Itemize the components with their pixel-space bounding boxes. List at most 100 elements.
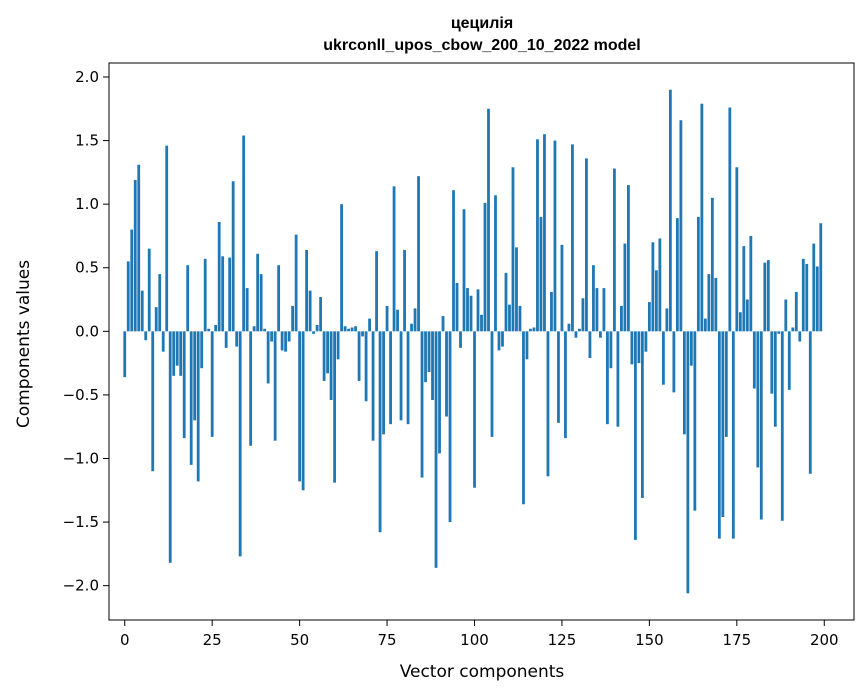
bar-144 — [627, 185, 630, 332]
bar-5 — [140, 290, 144, 332]
bar-79 — [399, 331, 403, 421]
bar-191 — [791, 327, 795, 332]
bar-196 — [808, 331, 812, 474]
bar-3 — [133, 180, 137, 332]
bar-52 — [305, 249, 309, 332]
plot-frame — [108, 62, 855, 621]
bar-199 — [819, 223, 823, 332]
bar-121 — [546, 331, 550, 477]
y-tick-label--0.5: −0.5 — [63, 386, 99, 404]
y-tick-label--1.5: −1.5 — [63, 513, 99, 531]
x-tick-label-200: 200 — [810, 631, 839, 649]
bar-127 — [567, 323, 571, 332]
bar-161 — [686, 331, 690, 594]
bar-25 — [210, 331, 214, 437]
bar-14 — [172, 331, 176, 376]
bar-130 — [578, 328, 581, 332]
bar-108 — [501, 331, 504, 347]
bar-71 — [371, 331, 375, 441]
bar-75 — [385, 305, 389, 332]
bar-123 — [553, 140, 557, 332]
bar-27 — [217, 221, 221, 332]
bar-38 — [256, 253, 260, 332]
bar-76 — [389, 331, 392, 425]
bar-33 — [238, 331, 242, 557]
bar-181 — [756, 331, 760, 468]
bar-31 — [231, 181, 235, 332]
bar-11 — [161, 331, 165, 352]
bar-59 — [329, 331, 333, 400]
bar-132 — [585, 158, 588, 332]
y-tick-label-1.5: 1.5 — [75, 132, 99, 150]
x-tick-label-100: 100 — [460, 631, 489, 649]
bar-68 — [361, 331, 364, 337]
bar-1 — [126, 261, 130, 332]
x-tick-label-0: 0 — [120, 631, 130, 649]
bar-97 — [462, 209, 466, 332]
bar-160 — [682, 331, 686, 435]
bar-150 — [647, 302, 651, 332]
bar-155 — [665, 308, 669, 332]
x-tick-label-125: 125 — [548, 631, 577, 649]
bar-193 — [798, 331, 802, 342]
bar-105 — [490, 331, 494, 437]
bar-176 — [738, 312, 742, 332]
bar-146 — [634, 331, 637, 540]
bar-115 — [525, 331, 529, 360]
bar-182 — [759, 331, 763, 520]
bar-54 — [312, 331, 316, 334]
bar-0 — [123, 331, 127, 378]
x-ticks-group: 0 25 50 75 100 125 150 175 200 — [120, 620, 839, 649]
bar-45 — [280, 331, 284, 351]
bar-173 — [728, 107, 732, 332]
bar-87 — [427, 331, 431, 373]
bar-51 — [301, 331, 305, 491]
bar-35 — [245, 288, 249, 332]
bar-126 — [564, 331, 567, 439]
bar-171 — [721, 331, 725, 517]
bar-174 — [731, 331, 735, 539]
bar-84 — [417, 176, 420, 332]
bar-20 — [193, 331, 197, 421]
bar-95 — [455, 283, 459, 332]
bar-118 — [536, 139, 539, 332]
bar-122 — [550, 291, 553, 332]
y-tick-label--2: −2.0 — [63, 577, 99, 595]
bar-168 — [710, 197, 714, 332]
bar-24 — [207, 328, 211, 332]
bar-194 — [801, 258, 805, 332]
bar-166 — [703, 318, 707, 332]
bar-99 — [469, 295, 473, 332]
bar-117 — [532, 327, 536, 332]
bar-114 — [522, 331, 525, 505]
bar-19 — [189, 331, 193, 465]
chart-subtitle: ukrconll_upos_cbow_200_10_2022 model — [323, 37, 640, 54]
y-tick-label-0.5: 0.5 — [75, 259, 99, 277]
bar-44 — [277, 265, 281, 332]
bar-135 — [595, 288, 599, 332]
bar-170 — [717, 331, 721, 539]
bar-162 — [689, 331, 693, 366]
bar-102 — [480, 314, 483, 332]
bar-113 — [518, 305, 522, 332]
bar-49 — [294, 234, 298, 332]
bar-192 — [794, 291, 798, 332]
y-axis-label: Components values — [14, 260, 34, 428]
bar-12 — [165, 145, 169, 332]
bar-112 — [515, 247, 518, 332]
bar-37 — [252, 326, 256, 332]
y-tick-label-0: 0.0 — [75, 322, 99, 340]
bar-98 — [466, 288, 469, 332]
bar-156 — [668, 89, 672, 332]
bar-90 — [438, 331, 441, 454]
bar-151 — [651, 242, 655, 332]
bar-50 — [298, 331, 302, 482]
bar-85 — [420, 331, 424, 478]
bar-41 — [266, 331, 270, 384]
bar-7 — [147, 248, 151, 332]
bar-74 — [382, 331, 385, 435]
bar-2 — [130, 229, 134, 332]
bar-96 — [459, 331, 462, 348]
bar-169 — [714, 277, 718, 332]
bar-22 — [200, 331, 204, 369]
